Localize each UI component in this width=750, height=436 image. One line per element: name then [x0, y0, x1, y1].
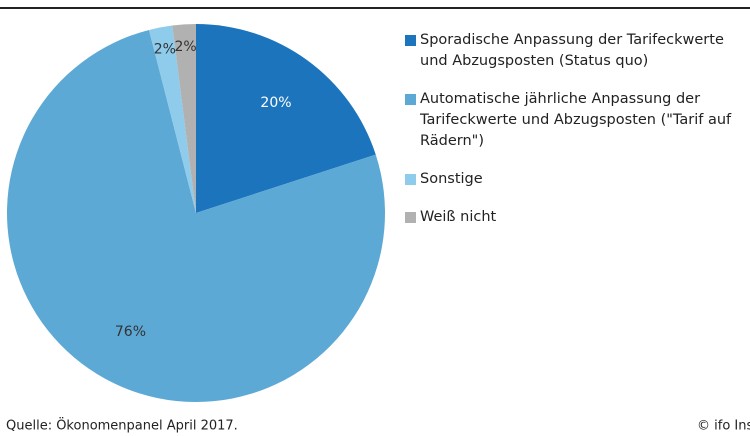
legend: Sporadische Anpassung der Tarifeckwerte … [405, 30, 740, 245]
data-label: 76% [115, 324, 146, 340]
source: Quelle: Ökonomenpanel April 2017. [6, 417, 238, 434]
legend-item: Sonstige [405, 169, 740, 190]
legend-label: Sporadische Anpassung der Tarifeckwerte … [420, 32, 724, 69]
legend-swatch [405, 35, 416, 46]
legend-label: Automatische jährliche Anpassung der Tar… [420, 91, 732, 149]
pie-slice [196, 24, 376, 213]
legend-item: Automatische jährliche Anpassung der Tar… [405, 89, 740, 152]
legend-item: Weiß nicht [405, 207, 740, 228]
legend-item: Sporadische Anpassung der Tarifeckwerte … [405, 30, 740, 72]
legend-swatch [405, 212, 416, 223]
data-label: 2% [154, 42, 176, 58]
pie-slice [7, 29, 386, 402]
legend-label: Sonstige [420, 171, 483, 187]
legend-label: Weiß nicht [420, 209, 497, 225]
legend-swatch [405, 174, 416, 185]
pie-slice [148, 25, 196, 213]
data-label: 20% [260, 95, 291, 111]
credit: © ifo Institut [697, 419, 750, 434]
pie-slice [172, 24, 196, 213]
legend-swatch [405, 94, 416, 105]
data-label: 2% [174, 39, 196, 55]
